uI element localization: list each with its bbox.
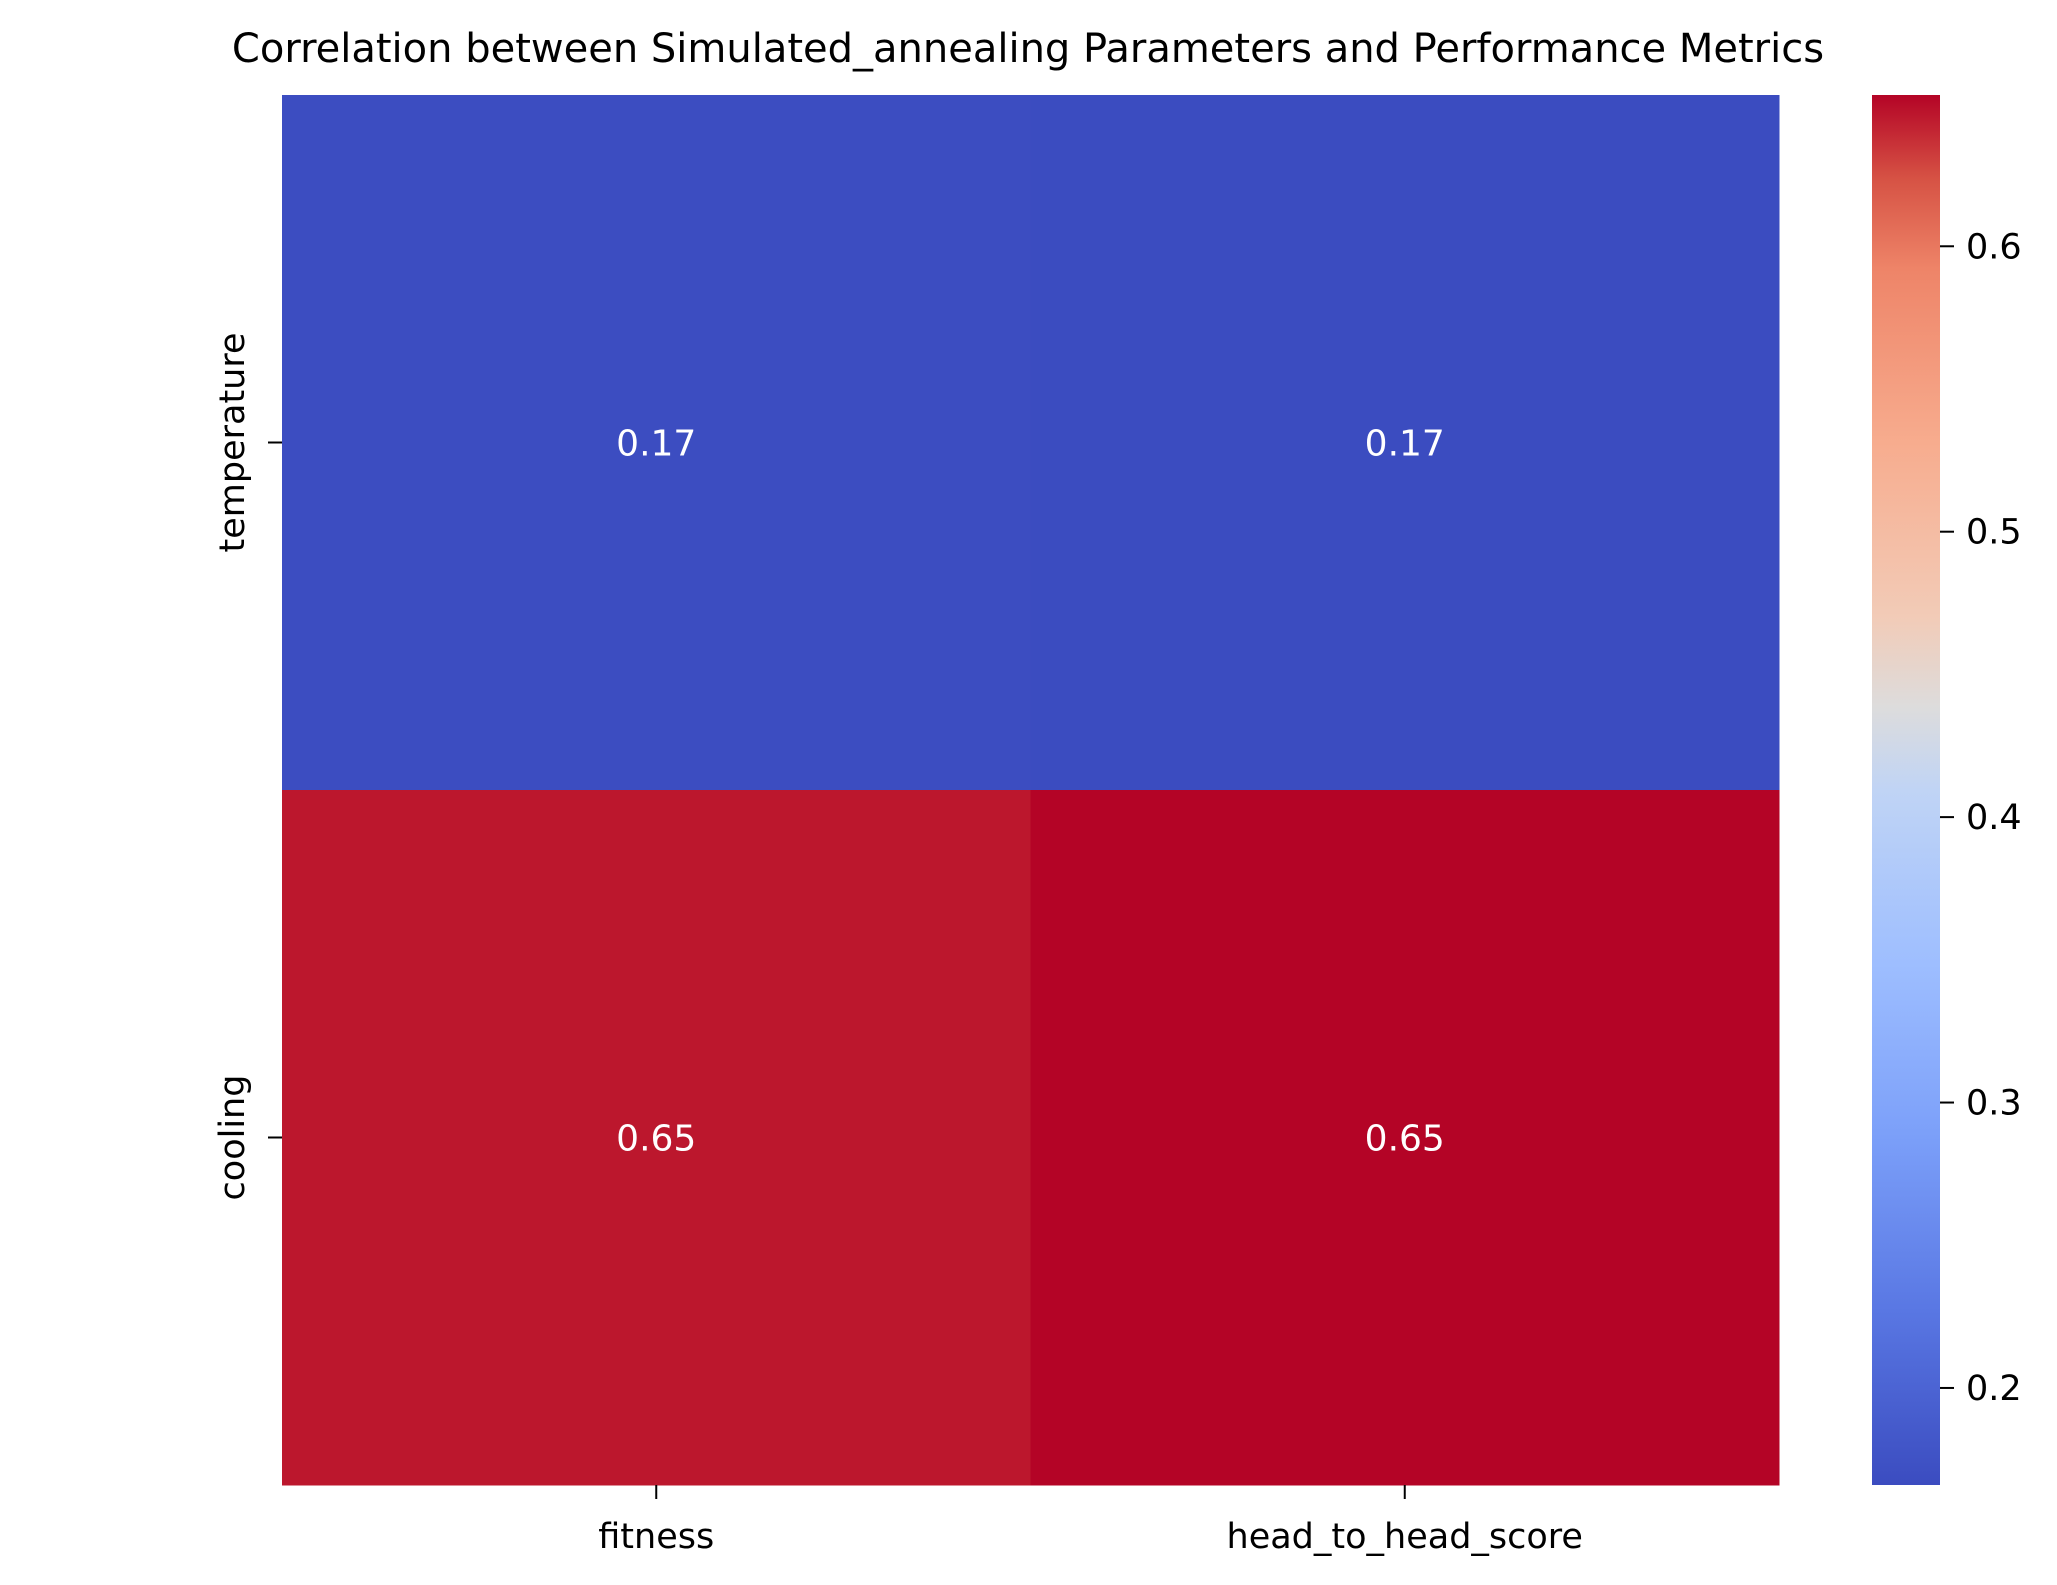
y-axis: temperature cooling xyxy=(213,333,282,1201)
chart-title: Correlation between Simulated_annealing … xyxy=(232,26,1824,72)
cell-annotation: 0.65 xyxy=(1365,1119,1445,1160)
cell-annotation: 0.17 xyxy=(616,424,696,465)
y-tick-label: cooling xyxy=(213,1075,253,1201)
colorbar-tick-label: 0.5 xyxy=(1966,513,2022,553)
cell-annotation: 0.65 xyxy=(616,1119,696,1160)
x-tick-label: head_to_head_score xyxy=(1227,1517,1583,1557)
colorbar-tick-label: 0.6 xyxy=(1966,227,2022,267)
colorbar-ticks: 0.2 0.3 0.4 0.5 0.6 xyxy=(1940,227,2022,1409)
x-axis: fitness head_to_head_score xyxy=(598,1485,1583,1557)
y-tick-label: temperature xyxy=(213,333,253,553)
colorbar-tick-label: 0.4 xyxy=(1966,798,2022,838)
colorbar-gradient xyxy=(1872,95,1940,1485)
colorbar: 0.2 0.3 0.4 0.5 0.6 xyxy=(1872,95,2022,1485)
heatmap-cell-cooling-fitness xyxy=(282,790,1031,1486)
heatmap-cell-cooling-head_to_head_score xyxy=(1030,790,1780,1486)
heatmap-cell-temperature-head_to_head_score xyxy=(1030,95,1780,791)
heatmap-cell-temperature-fitness xyxy=(282,95,1031,791)
heatmap-cells xyxy=(282,95,1780,1486)
colorbar-tick-label: 0.2 xyxy=(1966,1369,2022,1409)
colorbar-tick-label: 0.3 xyxy=(1966,1084,2022,1124)
x-tick-label: fitness xyxy=(598,1517,714,1557)
cell-annotations: 0.17 0.17 0.65 0.65 xyxy=(616,424,1445,1160)
cell-annotation: 0.17 xyxy=(1365,424,1445,465)
